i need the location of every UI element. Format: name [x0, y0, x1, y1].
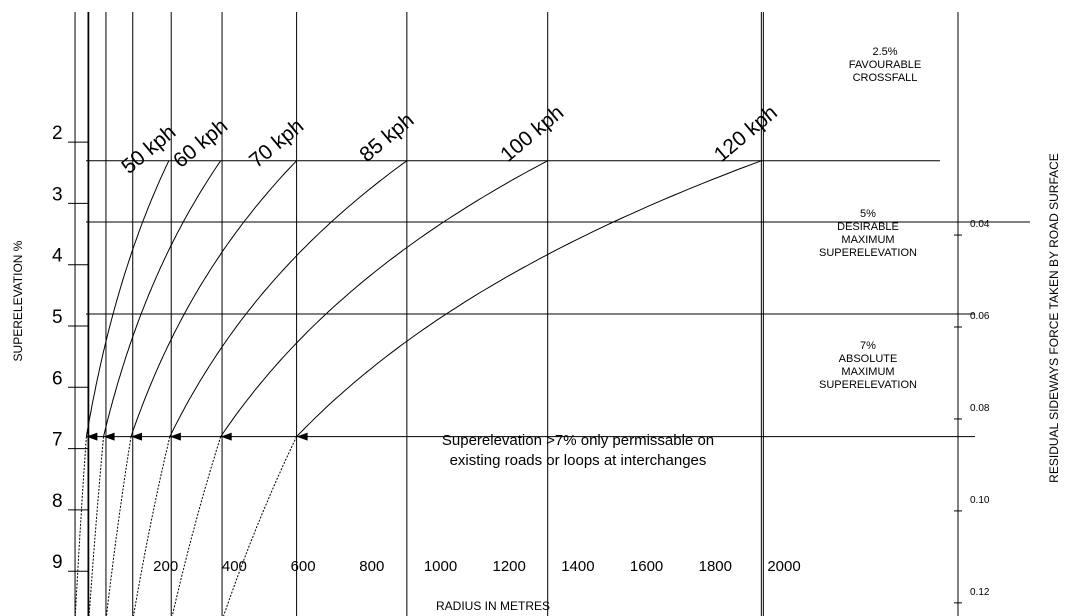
annotation-note: Superelevation >7% only permissable on ex… [442, 432, 714, 469]
arrow-378 [169, 432, 181, 441]
arrow-185 [103, 432, 115, 441]
y2-tick-label: 0.06 [970, 311, 990, 322]
series-label-2: 70 kph [245, 114, 308, 172]
x-tick-label: 2000 [767, 558, 800, 575]
curve-ext-5 [223, 436, 298, 616]
y-tick-label: 3 [52, 184, 63, 205]
annotation-absolute: 7% ABSOLUTE MAXIMUM SUPERELEVATION [819, 340, 917, 391]
y-tick-label: 7 [52, 430, 63, 451]
curve-ext-0 [74, 436, 87, 616]
y-axis-title: SUPERELEVATION % [11, 240, 25, 361]
curve-ext-2 [105, 436, 132, 616]
curve-2 [130, 160, 297, 437]
arrow-747 [296, 432, 308, 441]
x-axis-title: RADIUS IN METRES [436, 599, 550, 613]
series-label-3: 85 kph [355, 108, 418, 166]
y-tick-label: 6 [52, 368, 63, 389]
curve-ext-1 [88, 436, 104, 616]
arrow-526 [220, 432, 232, 441]
y-tick-label: 10 [52, 614, 73, 616]
y-tick-label: 8 [52, 491, 63, 512]
x-tick-label: 1400 [561, 558, 594, 575]
annotation-desirable: 5% DESIRABLE MAXIMUM SUPERELEVATION [819, 208, 917, 259]
y2-tick-label: 0.10 [970, 495, 990, 506]
y2-tick-label: 0.12 [970, 587, 990, 598]
x-tick-label: 200 [153, 558, 178, 575]
curve-5 [296, 160, 762, 437]
x-tick-label: 1800 [699, 558, 732, 575]
series-label-4: 100 kph [496, 101, 568, 167]
x-tick-label: 1200 [493, 558, 526, 575]
y-tick-label: 4 [52, 246, 63, 267]
x-tick-label: 400 [222, 558, 247, 575]
y-tick-label: 9 [52, 552, 63, 573]
x-tick-label: 1000 [424, 558, 457, 575]
curve-4 [220, 160, 548, 437]
annotations: 2.5% FAVOURABLE CROSSFALL 5% DESIRABLE MAXIMU… [442, 46, 921, 469]
y2-axis-title: RESIDUAL SIDEWAYS FORCE TAKEN BY ROAD SU… [1047, 153, 1061, 483]
annotation-favourable: 2.5% FAVOURABLE CROSSFALL [849, 46, 922, 84]
arrow-135 [86, 432, 98, 441]
curve-ext-3 [133, 436, 171, 616]
y2-tick-label: 0.08 [970, 403, 990, 414]
speed-curves [74, 160, 762, 616]
y2-tick-label: 0.04 [970, 219, 990, 230]
curve-ext-4 [171, 436, 222, 616]
y-tick-label: 5 [52, 307, 63, 328]
arrow-markers [86, 432, 308, 441]
grid-lines [74, 12, 1030, 616]
tick-labels: 2 3 4 5 6 7 8 9 10 200 400 600 800 1000 1200 1400 1600 18… [52, 123, 990, 616]
series-label-1: 60 kph [169, 114, 232, 172]
x-tick-label: 800 [359, 558, 384, 575]
curve-1 [103, 160, 222, 437]
curve-0 [85, 160, 170, 437]
series-label-5: 120 kph [710, 101, 782, 167]
x-tick-label: 1600 [630, 558, 663, 575]
axes [87, 12, 959, 616]
curve-3 [169, 160, 408, 437]
y-tick-label: 2 [52, 123, 63, 144]
x-tick-label: 600 [291, 558, 316, 575]
arrow-265 [131, 432, 143, 441]
